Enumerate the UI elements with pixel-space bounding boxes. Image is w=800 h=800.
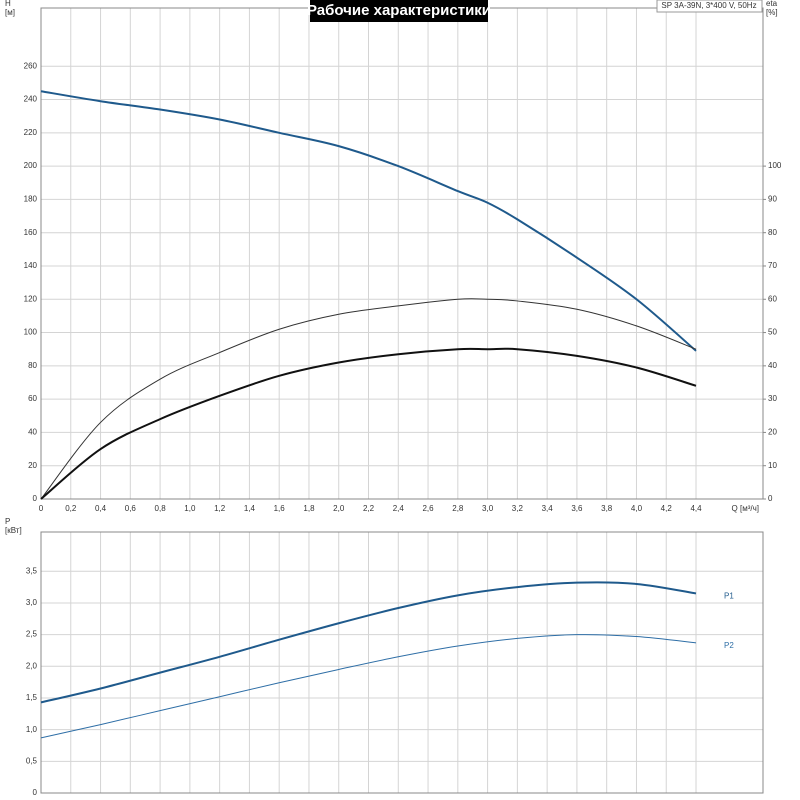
y2-tick-label: 10 xyxy=(768,461,777,470)
x-tick-label: 2,4 xyxy=(393,504,405,513)
y-tick-label: 1,5 xyxy=(26,693,38,702)
x-tick-label: 4,2 xyxy=(661,504,673,513)
y-tick-label: 220 xyxy=(24,128,38,137)
y-axis-label: H xyxy=(5,0,11,8)
y-tick-label: 2,5 xyxy=(26,630,38,639)
y2-tick-label: 20 xyxy=(768,428,777,437)
x-tick-label: 0,2 xyxy=(65,504,77,513)
y2-tick-label: 50 xyxy=(768,328,777,337)
plot-frame xyxy=(40,7,764,500)
y-tick-label: 0 xyxy=(33,494,38,503)
y2-tick-label: 80 xyxy=(768,228,777,237)
series-label: P2 xyxy=(724,641,734,650)
x-tick-label: 1,0 xyxy=(184,504,196,513)
y-tick-label: 140 xyxy=(24,261,38,270)
y-tick-label: 2,0 xyxy=(26,661,38,670)
y-tick-label: 180 xyxy=(24,195,38,204)
y2-tick-label: 40 xyxy=(768,361,777,370)
x-tick-label: 1,6 xyxy=(274,504,286,513)
y2-tick-label: 0 xyxy=(768,494,773,503)
x-tick-label: 2,0 xyxy=(333,504,345,513)
y2-tick-label: 60 xyxy=(768,294,777,303)
y-tick-label: 0,5 xyxy=(26,756,38,765)
x-tick-label: 2,2 xyxy=(363,504,375,513)
y-tick-label: 80 xyxy=(28,361,37,370)
x-tick-label: 4,4 xyxy=(690,504,702,513)
y-axis-label: [кВт] xyxy=(5,526,22,535)
y2-tick-label: 30 xyxy=(768,394,777,403)
x-tick-label: 2,8 xyxy=(452,504,464,513)
y-tick-label: 3,5 xyxy=(26,566,38,575)
x-tick-label: 1,4 xyxy=(244,504,256,513)
plot-frame xyxy=(40,531,764,794)
y-tick-label: 200 xyxy=(24,161,38,170)
y-tick-label: 260 xyxy=(24,61,38,70)
y2-tick-label: 100 xyxy=(768,161,782,170)
y-tick-label: 20 xyxy=(28,461,37,470)
y-tick-label: 60 xyxy=(28,394,37,403)
y-axis-label: P xyxy=(5,517,10,526)
x-tick-label: 3,8 xyxy=(601,504,613,513)
y-tick-label: 100 xyxy=(24,328,38,337)
y2-axis-label: eta xyxy=(766,0,778,8)
chart-title: Рабочие характеристики xyxy=(307,2,491,19)
y-tick-label: 3,0 xyxy=(26,598,38,607)
x-tick-label: 4,0 xyxy=(631,504,643,513)
series-line xyxy=(40,634,697,739)
x-tick-label: 3,4 xyxy=(542,504,554,513)
y-axis-label: [м] xyxy=(5,8,15,17)
model-box xyxy=(656,0,763,13)
series-line xyxy=(40,581,697,704)
series-label: P1 xyxy=(724,592,734,601)
x-tick-label: 1,8 xyxy=(303,504,315,513)
x-tick-label: 0,6 xyxy=(125,504,137,513)
series-line xyxy=(40,90,697,352)
y-tick-label: 160 xyxy=(24,228,38,237)
y-tick-label: 1,0 xyxy=(26,725,38,734)
series-line xyxy=(40,347,697,500)
model-label: SP 3A-39N, 3*400 V, 50Hz xyxy=(661,1,756,10)
x-tick-label: 0,4 xyxy=(95,504,107,513)
y-tick-label: 0 xyxy=(33,788,38,797)
x-tick-label: 0,8 xyxy=(155,504,167,513)
series-line xyxy=(40,298,697,500)
x-axis-label: Q [м³/ч] xyxy=(732,504,759,513)
title-box xyxy=(310,0,488,22)
y-tick-label: 40 xyxy=(28,428,37,437)
x-tick-label: 3,0 xyxy=(482,504,494,513)
y-tick-label: 240 xyxy=(24,95,38,104)
x-tick-label: 2,6 xyxy=(422,504,434,513)
x-tick-label: 3,6 xyxy=(571,504,583,513)
y2-axis-label: [%] xyxy=(766,8,778,17)
y-tick-label: 120 xyxy=(24,294,38,303)
y2-tick-label: 70 xyxy=(768,261,777,270)
x-tick-label: 0 xyxy=(39,504,44,513)
y2-tick-label: 90 xyxy=(768,195,777,204)
x-tick-label: 1,2 xyxy=(214,504,226,513)
x-tick-label: 3,2 xyxy=(512,504,524,513)
